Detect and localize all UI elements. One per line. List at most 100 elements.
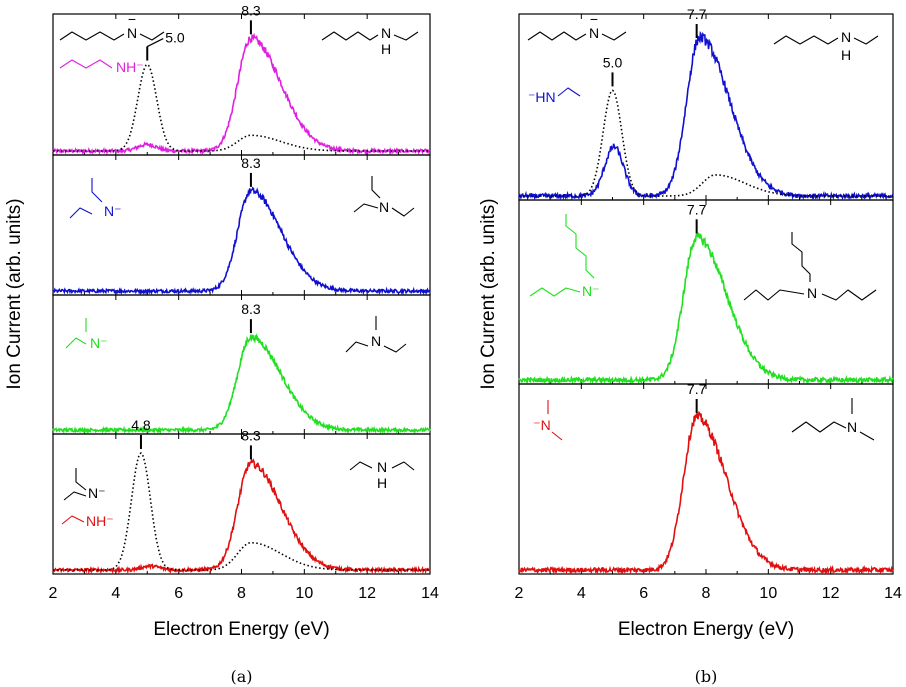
molecule-dibutylamide-anion	[565, 214, 595, 279]
subplot-b-2	[518, 199, 894, 385]
subplot-a-1	[52, 13, 431, 156]
molecule-bond	[743, 289, 805, 301]
x-tick-label: 14	[884, 585, 902, 602]
x-tick-label: 12	[822, 585, 840, 602]
x-axis-label: Electron Energy (eV)	[153, 619, 329, 640]
molecule-charge-label: −	[128, 11, 136, 27]
panel-caption: (a)	[230, 667, 252, 686]
molecule-atom-label: H	[377, 475, 387, 491]
subplot-b-1	[518, 13, 894, 201]
molecule-neutral-butylethylamine	[773, 35, 839, 45]
series-line-solid	[52, 333, 431, 435]
molecule-bond	[853, 35, 879, 45]
x-tick-label: 8	[702, 585, 711, 602]
molecule-bond	[65, 337, 87, 349]
x-tick-label: 6	[639, 585, 648, 602]
x-axis-label: Electron Energy (eV)	[618, 619, 794, 640]
panel-b	[518, 13, 894, 576]
molecule-bond	[139, 31, 165, 41]
molecule-atom-label: N	[841, 29, 851, 45]
peak-leader	[146, 38, 164, 48]
subplot-frame	[518, 383, 894, 575]
series-line-dotted	[519, 89, 893, 197]
molecule-bond	[551, 431, 563, 441]
x-tick-label: 2	[515, 585, 524, 602]
peak-label: 7.7	[687, 381, 707, 397]
subplot-frame	[52, 154, 431, 296]
molecule-bond	[353, 203, 379, 213]
x-tick-label: 4	[111, 585, 120, 602]
molecule-diethylamide-anion	[91, 178, 103, 203]
molecule-neutral-butylethylamine	[321, 31, 379, 41]
molecule-atom-label: H	[381, 41, 391, 57]
panel-a	[52, 13, 431, 575]
molecule-atom-label: N	[847, 419, 857, 435]
molecule-bond	[393, 31, 419, 41]
subplot-a-4	[52, 433, 431, 575]
peak-label: 5.0	[603, 54, 623, 70]
subplot-frame	[518, 199, 894, 385]
subplot-frame	[52, 433, 431, 575]
molecule-atom-label: N⁻	[104, 203, 122, 219]
x-tick-label: 6	[174, 585, 183, 602]
molecule-neutral-triethylamine	[371, 176, 381, 199]
molecule-bond	[63, 491, 87, 501]
molecule-atom-label: N	[371, 333, 381, 349]
subplot-a-2	[52, 154, 431, 296]
molecule-bond	[391, 207, 415, 217]
x-tick-label: 14	[421, 585, 439, 602]
x-tick-label: 10	[295, 585, 313, 602]
molecule-neutral-tributylamine	[791, 232, 811, 282]
series-line-solid	[518, 232, 894, 385]
molecule-bond	[791, 421, 847, 433]
molecule-bond	[529, 287, 581, 297]
molecule-atom-label: N	[807, 285, 817, 301]
series-line-solid	[52, 32, 431, 156]
series-line-solid	[518, 30, 894, 201]
series-line-dotted	[53, 63, 430, 152]
molecule-atom-label: N	[381, 25, 391, 41]
molecule-ethylamide-anion	[557, 87, 581, 97]
molecule-bond	[821, 289, 877, 301]
molecule-neutral-diethylamine	[349, 461, 373, 471]
molecule-bond	[859, 431, 875, 441]
peak-label: 4.8	[131, 417, 151, 433]
molecule-atom-label: NH⁻	[86, 513, 114, 529]
subplot-frame	[52, 13, 431, 156]
y-axis-label: Ion Current (arb. units)	[478, 198, 499, 389]
molecule-bond	[69, 207, 93, 219]
molecule-bond	[345, 341, 369, 353]
peak-label: 7.7	[687, 6, 707, 22]
molecule-atom-label: NH⁻	[116, 59, 144, 75]
peak-label: 5.0	[165, 30, 185, 46]
molecule-atom-label: N	[127, 25, 137, 41]
molecule-diethylamide-anion	[75, 468, 87, 491]
molecule-atom-label: ⁻HN	[528, 89, 556, 105]
molecule-bond	[601, 31, 627, 41]
x-tick-label: 4	[577, 585, 586, 602]
molecule-atom-label: N⁻	[90, 335, 108, 351]
x-tick-label: 12	[358, 585, 376, 602]
panel-caption: (b)	[695, 667, 718, 686]
molecule-atom-label: N	[589, 25, 599, 41]
molecule-butyl-ethyl-anion	[527, 31, 587, 41]
molecule-atom-label: N⁻	[582, 283, 600, 299]
series-line-solid	[52, 186, 431, 296]
peak-label: 8.3	[241, 301, 261, 317]
molecule-atom-label: N	[379, 199, 389, 215]
molecule-atom-label: N	[377, 459, 387, 475]
molecule-butyl-amide-anion	[59, 59, 113, 69]
molecule-bond	[391, 461, 415, 471]
molecule-bond	[383, 343, 407, 353]
molecule-charge-label: −	[590, 11, 598, 27]
series-line-dotted	[53, 451, 430, 571]
peak-label: 7.7	[687, 201, 707, 217]
molecule-atom-label: N⁻	[88, 485, 106, 501]
molecule-ethylamide-anion	[61, 515, 85, 525]
molecule-atom-label: ⁻N	[533, 417, 551, 433]
x-tick-label: 8	[237, 585, 246, 602]
peak-label: 8.3	[241, 2, 261, 18]
series-line-solid	[52, 457, 431, 575]
